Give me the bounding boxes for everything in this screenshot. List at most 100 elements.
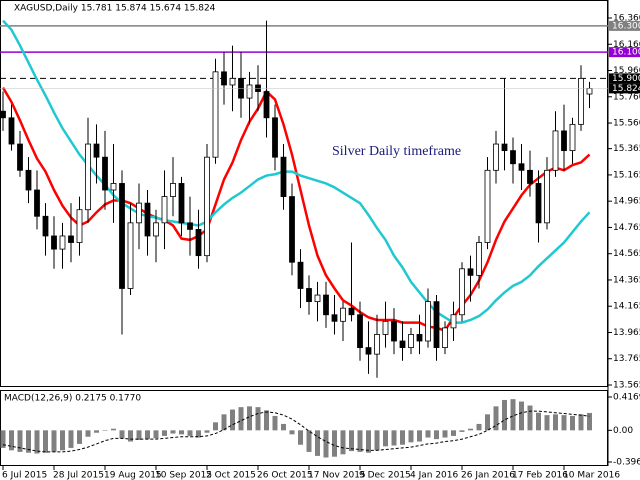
macd-bar: [255, 407, 261, 431]
macd-title: MACD(12,26,9) 0.2175 0.1770: [4, 394, 141, 404]
candle-body: [493, 143, 499, 171]
macd-bar: [179, 430, 184, 435]
candle-body: [127, 222, 134, 289]
candle-body: [0, 110, 6, 119]
macd-bar: [26, 430, 31, 453]
annotation: Silver Daily timeframe: [332, 144, 461, 159]
candle-body: [535, 183, 542, 224]
candle-body: [433, 301, 440, 348]
candle-body: [578, 78, 584, 125]
macd-bar: [119, 430, 125, 439]
candle-body: [399, 340, 406, 348]
macd-bar: [502, 399, 507, 431]
candle-body: [42, 215, 49, 237]
macd-bar: [442, 430, 448, 438]
candle-body: [161, 196, 168, 224]
candle-body: [272, 117, 278, 158]
y-tick-label: 15.760: [613, 92, 640, 102]
candle-body: [212, 71, 219, 158]
macd-bar: [85, 430, 91, 437]
macd-bar: [272, 415, 278, 431]
x-tick-label: 2 Oct 2015: [206, 471, 256, 480]
macd-bar: [34, 430, 40, 454]
macd-bar: [485, 414, 490, 431]
candle-body: [221, 71, 227, 86]
macd-bar: [425, 430, 431, 438]
macd-bar: [187, 430, 193, 436]
level-label: 16.100: [612, 48, 640, 58]
candle-body: [340, 307, 346, 322]
y-tick-label: 14.765: [613, 223, 640, 233]
macd-bar: [196, 430, 201, 438]
level-label: 15.900: [612, 74, 640, 84]
macd-bar: [306, 430, 312, 452]
candle-body: [391, 320, 397, 342]
candle-body: [348, 307, 355, 316]
moving-average: [2, 19, 591, 324]
macd-bar: [238, 407, 244, 431]
candle-body: [110, 183, 117, 191]
macd-bar: [289, 430, 295, 435]
macd-bar: [570, 415, 575, 431]
candle-body: [459, 268, 465, 316]
macd-bar: [493, 406, 499, 431]
x-tick-label: 10 Sep 2015: [155, 471, 212, 480]
candle-body: [331, 314, 338, 322]
x-tick-label: 17 Nov 2015: [308, 471, 366, 480]
candle-body: [144, 202, 151, 237]
candle-body: [263, 91, 270, 119]
candle-body: [416, 334, 423, 342]
price-box: [609, 83, 640, 94]
macd-bar: [323, 430, 329, 458]
candle-body: [365, 347, 372, 355]
candle-body: [374, 334, 380, 355]
candle-body: [544, 169, 550, 224]
macd-bar: [400, 430, 405, 445]
macd-bar: [510, 399, 516, 431]
macd-bar: [459, 430, 465, 432]
signal-line: [2, 410, 590, 453]
y-tick-label: -0.3962: [613, 458, 640, 468]
y-tick-label: 13.765: [613, 354, 640, 364]
candle-body: [476, 242, 482, 276]
y-tick-label: 15.165: [613, 170, 640, 180]
chart-title: XAGUSD,Daily 15.781 15.874 15.674 15.824: [14, 4, 216, 14]
candle-body: [289, 196, 295, 263]
macd-bar: [332, 430, 337, 457]
macd-bar: [94, 430, 99, 433]
candle-body: [586, 87, 593, 95]
candle-body: [8, 117, 15, 145]
macd-bar: [519, 401, 524, 431]
candle-body: [17, 143, 23, 171]
y-tick-label: 16.160: [613, 40, 640, 50]
candle-body: [467, 268, 474, 276]
candle-body: [306, 288, 312, 303]
candle-body: [357, 314, 363, 348]
y-tick-label: 15.960: [613, 66, 640, 76]
candle-body: [501, 143, 508, 152]
macd-bar: [468, 428, 473, 431]
candle-body: [518, 163, 525, 171]
macd-bar: [68, 430, 74, 448]
macd-bar: [102, 430, 108, 431]
macd-bar: [561, 415, 567, 431]
macd-bar: [153, 430, 159, 439]
candle-body: [229, 78, 236, 86]
candle-body: [382, 320, 389, 335]
candle-body: [246, 84, 253, 99]
macd-bar: [340, 430, 346, 455]
macd-bar: [77, 430, 82, 444]
candle-body: [442, 327, 448, 348]
candle-body: [204, 156, 210, 257]
macd-bar: [136, 430, 142, 440]
main-panel: [0, 0, 608, 387]
x-tick-label: 26 Oct 2015: [257, 471, 313, 480]
macd-bar: [544, 415, 550, 431]
macd-bar: [145, 430, 150, 440]
x-tick-label: 19 Aug 2015: [104, 471, 162, 480]
candle-body: [425, 301, 431, 342]
macd-bar: [170, 430, 176, 434]
candle-body: [484, 169, 491, 243]
candle-body: [323, 294, 329, 316]
